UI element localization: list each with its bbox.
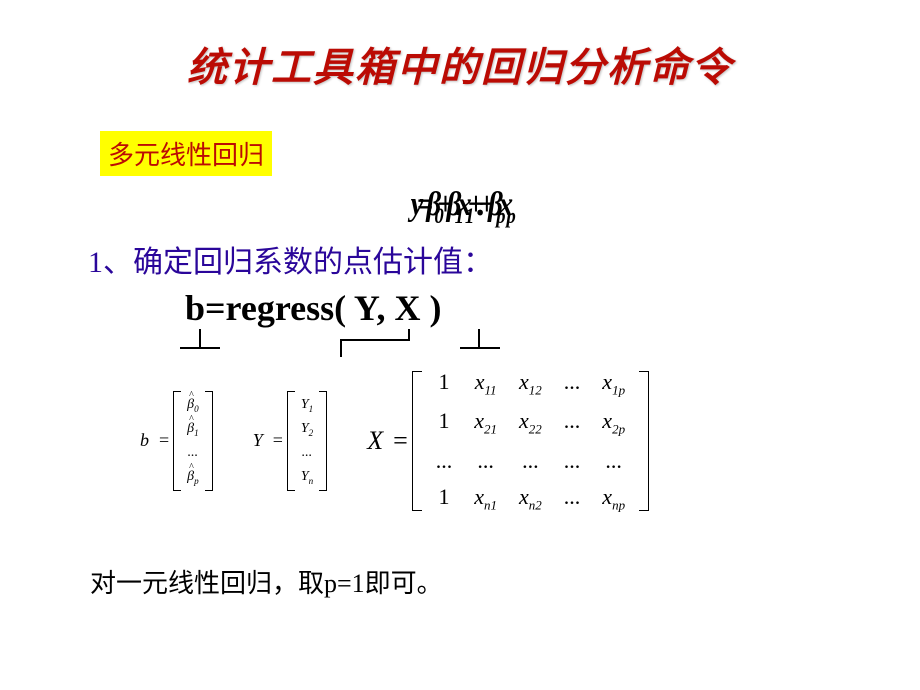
- equals-sign: =: [393, 426, 408, 456]
- bracket-right: [639, 371, 649, 511]
- bracket-left: [412, 371, 422, 511]
- footnote-text: 对一元线性回归，取p=1即可。: [90, 563, 920, 600]
- connector-lines: [0, 329, 920, 359]
- bracket-right: [205, 391, 213, 491]
- b-matrix-content: β0 β1 ... βp: [181, 387, 205, 496]
- x-label: X: [367, 426, 383, 456]
- page-title: 统计工具箱中的回归分析命令: [0, 0, 920, 93]
- equals-sign: =: [273, 430, 283, 451]
- x-matrix: X = 1x11x12...x1p 1x21x22...x2p ........…: [367, 359, 649, 523]
- equals-sign: =: [159, 430, 169, 451]
- bracket-right: [319, 391, 327, 491]
- subtitle-highlight: 多元线性回归: [0, 93, 920, 176]
- bracket-left: [173, 391, 181, 491]
- bracket-left: [287, 391, 295, 491]
- y-matrix-content: Y1 Y2 ... Yn: [295, 387, 319, 496]
- step-1-heading: 1、确定回归系数的点估计值：: [88, 237, 920, 281]
- y-label: Y: [253, 430, 263, 451]
- matrices-row: b = β0 β1 ... βp Y = Y1 Y2 ... Yn X = 1x…: [140, 359, 920, 523]
- subtitle-text: 多元线性回归: [100, 131, 272, 176]
- x-matrix-content: 1x11x12...x1p 1x21x22...x2p ............…: [422, 359, 639, 523]
- b-label: b: [140, 430, 149, 451]
- regress-command: b=regress( Y, X ): [185, 287, 920, 329]
- main-formula: y=β0+β1x1+...+βpxp: [0, 186, 920, 229]
- y-matrix: Y = Y1 Y2 ... Yn: [253, 387, 328, 496]
- b-matrix: b = β0 β1 ... βp: [140, 387, 213, 496]
- formula-compact: y=β0+β1x1+...+βpxp: [411, 186, 509, 229]
